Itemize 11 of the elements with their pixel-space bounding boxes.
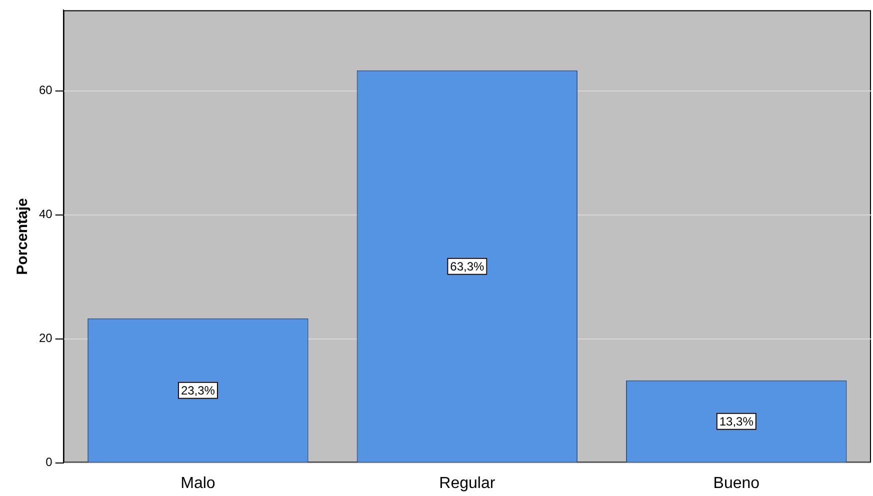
data-label: 23,3% <box>180 384 216 398</box>
data-label: 13,3% <box>719 414 754 429</box>
x-tick-label: Malo <box>180 474 216 492</box>
y-axis-title: Porcentaje <box>14 198 32 275</box>
y-tick-label: 60 <box>38 83 53 98</box>
x-tick-label: Regular <box>439 474 496 492</box>
y-tick-label: 20 <box>38 331 53 346</box>
x-tick-label: Bueno <box>713 474 760 492</box>
data-label: 63,3% <box>450 260 485 274</box>
y-tick-label: 40 <box>38 207 53 222</box>
y-tick-label: 0 <box>46 455 53 470</box>
